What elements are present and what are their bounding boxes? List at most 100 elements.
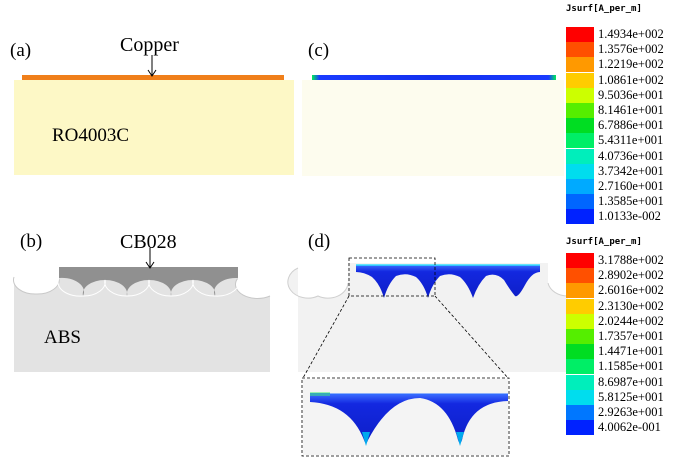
legend-top-row: 6.7886e+001: [566, 118, 682, 134]
legend-top-row: 1.0133e-002: [566, 209, 682, 225]
legend-top-value: 1.2219e+002: [598, 57, 664, 72]
legend-bottom-row: 1.7357e+001: [566, 329, 682, 344]
ro4003c-label: RO4003C: [52, 125, 130, 146]
panel-a-geometry: [14, 55, 294, 175]
legend-top-value: 3.7342e+001: [598, 163, 664, 178]
legend-top-row: 8.1461e+001: [566, 103, 682, 118]
legend-bottom-row: 3.1788e+002: [566, 253, 682, 268]
zoom-leader-left: [302, 295, 350, 379]
legend-bottom-swatch: [566, 405, 594, 420]
legend-top-row: 4.0736e+001: [566, 148, 682, 164]
cb028-current-region: [356, 265, 540, 298]
legend-top-row: 3.7342e+001: [566, 163, 682, 179]
abs-substrate: [13, 267, 271, 372]
panel-c-geometry: [302, 75, 564, 176]
legend-top-value: 8.1461e+001: [598, 103, 664, 117]
legend-top-row: 9.5036e+001: [566, 87, 682, 103]
legend-bottom-row: 2.0244e+002: [566, 313, 682, 329]
legend-top-value: 1.3585e+001: [598, 194, 664, 209]
legend-bottom-swatch: [566, 389, 594, 405]
legend-top-value: 9.5036e+001: [598, 87, 664, 102]
legend-top-row: 1.2219e+002: [566, 57, 682, 73]
legend-bottom-swatch: [566, 283, 594, 299]
legend-top-swatch: [566, 148, 594, 164]
legend-bottom-swatch: [566, 344, 594, 360]
panel-c-tag: (c): [308, 40, 330, 61]
panel-d-substrate: [287, 263, 568, 372]
legend-bottom-swatch: [566, 374, 594, 390]
legend-bottom-value: 2.8902e+002: [598, 268, 664, 283]
legend-top-value: 1.0133e-002: [598, 209, 661, 224]
legend-bottom-row: 8.6987e+001: [566, 374, 682, 390]
legend-top-value: 5.4311e+001: [598, 133, 664, 148]
legend-top-row: 1.3576e+002: [566, 42, 682, 58]
legend-bottom-swatch: [566, 253, 594, 268]
legend-bottom-swatch: [566, 420, 594, 436]
legend-bottom-value: 1.7357e+001: [598, 329, 664, 343]
legend-bottom-value: 1.4471e+001: [598, 344, 664, 359]
legend-top-swatch: [566, 133, 594, 149]
legend-bottom-row: 2.6016e+002: [566, 283, 682, 299]
legend-bottom-value: 2.6016e+002: [598, 283, 664, 298]
legend-top: 1.4934e+002 1.3576e+002 1.2219e+002 1.0861e…: [566, 27, 682, 227]
legend-bottom-row: 4.0062e-001: [566, 420, 682, 436]
legend-bottom-value: 2.0244e+002: [598, 313, 664, 328]
zoom-inset-content: [303, 379, 508, 455]
legend-top-swatch: [566, 209, 594, 225]
cb028-label: CB028: [120, 231, 177, 253]
legend-bottom-swatch: [566, 313, 594, 329]
legend-bottom-value: 2.9263e+001: [598, 405, 664, 419]
legend-bottom-swatch: [566, 329, 594, 344]
panel-d-tag: (d): [308, 231, 331, 252]
legend-top-value: 1.3576e+002: [598, 42, 664, 57]
legend-bottom-title: Jsurf[A_per_m]: [566, 237, 642, 247]
panel-a-tag: (a): [10, 40, 32, 61]
legend-top-swatch: [566, 118, 594, 134]
legend-bottom-row: 1.1585e+001: [566, 359, 682, 375]
zoom-selection-box: [348, 257, 436, 297]
legend-bottom-value: 3.1788e+002: [598, 253, 664, 267]
legend-top-swatch: [566, 179, 594, 194]
copper-label: Copper: [120, 34, 179, 56]
legend-bottom-row: 2.9263e+001: [566, 405, 682, 420]
legend-bottom-value: 2.3130e+002: [598, 298, 664, 313]
panel-b-geometry: [13, 248, 271, 372]
panel-d-geometry: [287, 257, 569, 457]
legend-bottom-swatch: [566, 268, 594, 284]
legend-bottom-row: 1.4471e+001: [566, 344, 682, 360]
legend-top-value: 4.0736e+001: [598, 148, 664, 163]
cb028-arrowhead: [145, 261, 155, 269]
legend-top-value: 1.0861e+002: [598, 72, 664, 87]
legend-bottom: 3.1788e+002 2.8902e+002 2.6016e+002 2.3130e…: [566, 253, 682, 438]
legend-top-swatch: [566, 163, 594, 179]
legend-bottom-swatch: [566, 298, 594, 314]
legend-bottom-value: 4.0062e-001: [598, 420, 661, 435]
ro4003c-substrate: [14, 80, 294, 175]
legend-top-value: 1.4934e+002: [598, 27, 664, 41]
legend-top-row: 5.4311e+001: [566, 133, 682, 149]
legend-top-row: 1.4934e+002: [566, 27, 682, 42]
legend-top-swatch: [566, 103, 594, 118]
abs-label: ABS: [44, 327, 81, 348]
cb028-layer: [59, 267, 238, 296]
legend-top-swatch: [566, 57, 594, 73]
legend-top-row: 1.3585e+001: [566, 194, 682, 210]
legend-top-row: 1.0861e+002: [566, 72, 682, 88]
copper-layer: [22, 75, 284, 80]
legend-top-swatch: [566, 194, 594, 210]
legend-bottom-value: 5.8125e+001: [598, 389, 664, 404]
legend-bottom-value: 1.1585e+001: [598, 359, 664, 374]
copper-arrowhead: [147, 69, 157, 77]
zoom-leader-right: [434, 295, 509, 379]
legend-top-swatch: [566, 42, 594, 58]
legend-top-row: 2.7160e+001: [566, 179, 682, 194]
legend-bottom-row: 5.8125e+001: [566, 389, 682, 405]
copper-current-strip: [312, 75, 556, 80]
panel-b-tag: (b): [20, 231, 43, 252]
legend-bottom-row: 2.8902e+002: [566, 268, 682, 284]
legend-top-title: Jsurf[A_per_m]: [566, 4, 642, 14]
legend-top-swatch: [566, 72, 594, 88]
legend-top-value: 2.7160e+001: [598, 179, 664, 193]
legend-bottom-value: 8.6987e+001: [598, 374, 664, 389]
